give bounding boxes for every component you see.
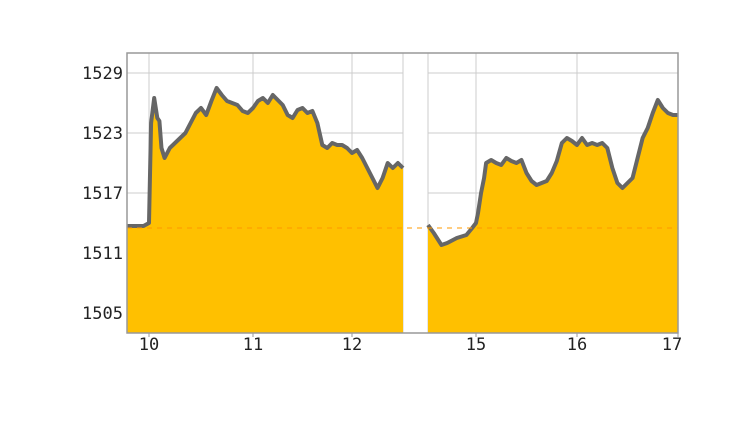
y-tick-label: 1511 <box>82 244 123 264</box>
price-line-segment-2 <box>426 98 678 247</box>
y-tick-label: 1517 <box>82 184 123 204</box>
price-line-segment-1 <box>127 86 405 228</box>
x-axis-ticks: 10 11 12 15 16 17 <box>139 333 682 355</box>
x-tick-label: 15 <box>466 335 486 355</box>
plot-frame <box>126 52 679 334</box>
y-tick-label: 1523 <box>82 124 123 144</box>
price-area-segment-1 <box>127 88 403 333</box>
x-tick-label: 10 <box>139 335 159 355</box>
price-area-segment-2 <box>428 100 678 333</box>
x-tick-label: 12 <box>342 335 362 355</box>
price-area <box>127 86 678 333</box>
x-tick-label: 17 <box>662 335 682 355</box>
session-gap <box>402 53 429 333</box>
x-tick-label: 16 <box>567 335 587 355</box>
plot-border <box>126 52 679 334</box>
y-tick-label: 1529 <box>82 64 123 84</box>
x-tick-label: 11 <box>243 335 263 355</box>
gap-background <box>403 53 428 333</box>
y-axis-ticks: 1529 1523 1517 1511 1505 <box>82 64 123 324</box>
y-tick-label: 1505 <box>82 304 123 324</box>
